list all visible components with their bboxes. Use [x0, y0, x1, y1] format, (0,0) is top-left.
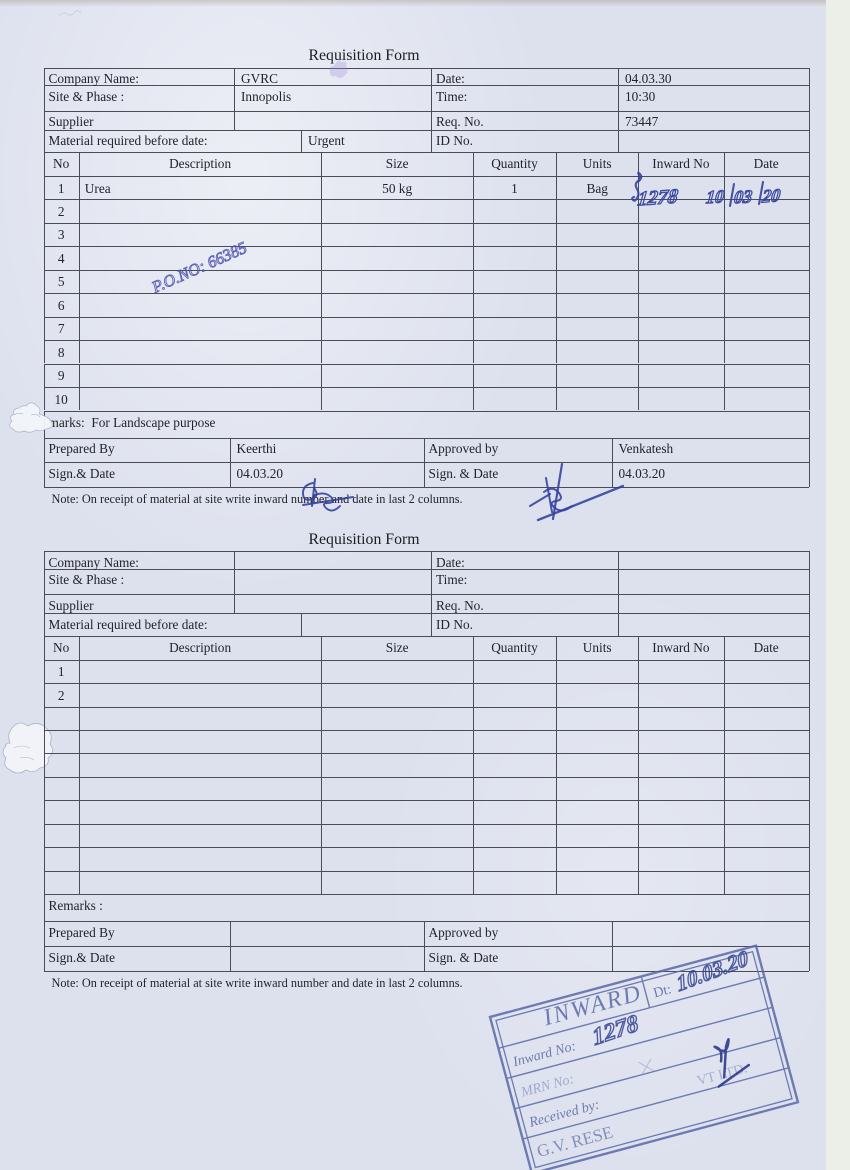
svg-text:Received by:: Received by: — [527, 1097, 602, 1131]
svg-text:03: 03 — [733, 186, 753, 207]
svg-text:MRN No:: MRN No: — [518, 1071, 575, 1101]
svg-text:20: 20 — [760, 185, 781, 206]
svg-text:10.03.20: 10.03.20 — [674, 946, 750, 997]
svg-text:1278: 1278 — [637, 186, 679, 211]
svg-text:10: 10 — [705, 186, 725, 207]
svg-text:Dt:: Dt: — [652, 981, 673, 1001]
svg-text:P.O.NO: 66385: P.O.NO: 66385 — [148, 238, 250, 297]
